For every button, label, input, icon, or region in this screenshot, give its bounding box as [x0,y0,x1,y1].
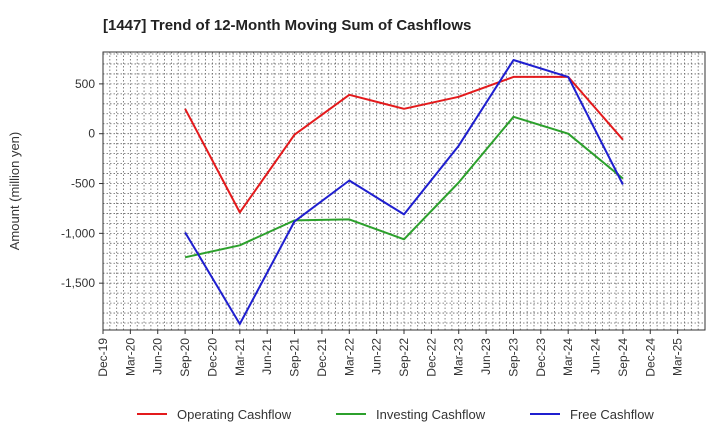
free-cashflow-legend-label: Free Cashflow [570,407,654,422]
grid-lines [103,52,705,330]
x-tick-label: Mar-20 [123,338,137,376]
y-tick-label: -1,000 [61,226,95,240]
y-tick-label: -500 [71,177,95,191]
x-axis-ticks: Dec-19 Mar-20 Jun-20 Sep-20 Dec-20 Mar-21 Jun-… [96,330,685,377]
x-tick-label: Jun-24 [589,338,603,375]
legend: Operating Cashflow Investing Cashflow Free… [137,407,654,422]
x-tick-label: Mar-24 [561,338,575,376]
y-tick-label: -1,500 [61,276,95,290]
chart-title: [1447] Trend of 12-Month Moving Sum of C… [103,17,471,34]
y-tick-label: 500 [75,77,95,91]
y-tick-label: 0 [88,127,95,141]
x-tick-label: Dec-24 [643,338,657,377]
x-tick-label: Jun-23 [479,338,493,375]
x-tick-label: Dec-20 [205,338,219,377]
operating-cashflow-legend-label: Operating Cashflow [177,407,292,422]
x-tick-label: Sep-21 [288,338,302,377]
x-tick-label: Sep-22 [397,338,411,377]
y-axis-label: Amount (million yen) [7,132,22,251]
x-tick-label: Mar-22 [342,338,356,376]
x-tick-label: Sep-20 [178,338,192,377]
x-tick-label: Sep-24 [616,338,630,377]
x-tick-label: Mar-21 [233,338,247,376]
series-lines [184,59,624,325]
y-axis-ticks: 500 0 -500 -1,000 -1,500 [61,77,103,290]
x-tick-label: Mar-25 [671,338,685,376]
x-tick-label: Dec-22 [424,338,438,377]
x-tick-label: Dec-21 [315,338,329,377]
free-cashflow-line [184,59,624,325]
x-tick-label: Jun-20 [151,338,165,375]
x-tick-label: Jun-21 [260,338,274,375]
x-tick-label: Dec-23 [534,338,548,377]
x-tick-label: Dec-19 [96,338,110,377]
x-tick-label: Sep-23 [506,338,520,377]
x-tick-label: Mar-23 [452,338,466,376]
investing-cashflow-legend-label: Investing Cashflow [376,407,486,422]
investing-cashflow-line [184,115,624,259]
operating-cashflow-line [184,75,624,214]
x-tick-label: Jun-22 [370,338,384,375]
